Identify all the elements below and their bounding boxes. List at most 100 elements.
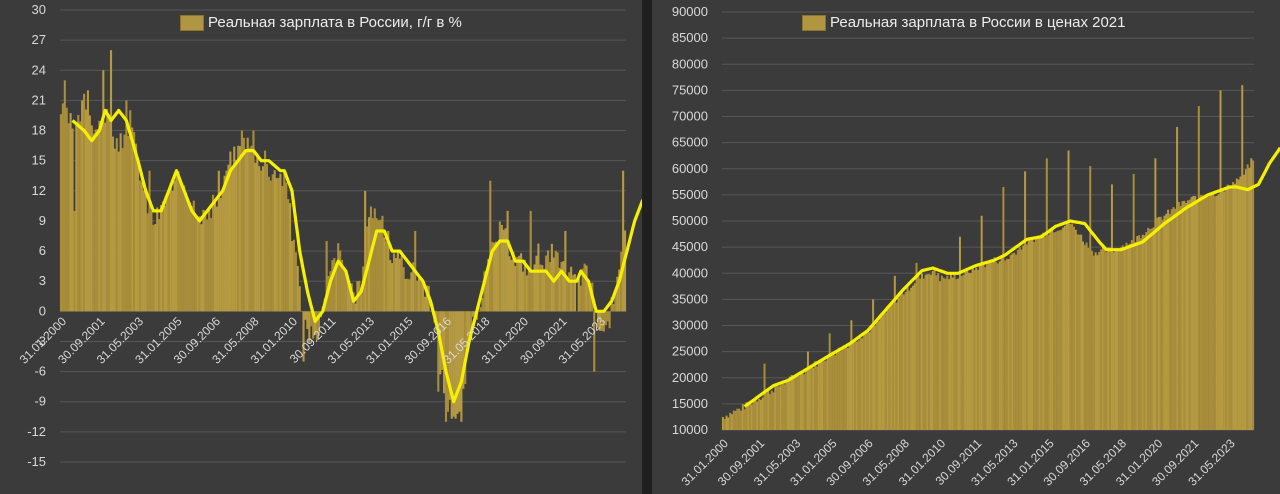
bar	[106, 108, 109, 312]
bar	[485, 270, 488, 312]
bar	[1210, 194, 1213, 430]
bar	[859, 338, 862, 430]
bar	[604, 311, 607, 326]
bar	[1121, 245, 1124, 430]
bar	[754, 399, 757, 430]
bar	[394, 257, 398, 312]
bar	[881, 316, 884, 430]
bar	[312, 311, 315, 339]
bar	[1217, 193, 1220, 430]
bar	[600, 311, 603, 331]
bar	[529, 210, 532, 312]
y-tick-label: 40000	[672, 265, 708, 280]
bar	[1085, 242, 1088, 430]
bar	[294, 252, 297, 312]
bar	[1025, 244, 1028, 430]
chart-panel-right: 10000 15000 20000 25000 30000 35000 40000 45000…	[652, 0, 1280, 494]
bar	[920, 273, 923, 430]
bar	[1197, 106, 1200, 431]
bar	[531, 270, 534, 312]
bar	[1022, 245, 1025, 430]
bar	[500, 224, 503, 312]
bar	[803, 374, 806, 430]
bar	[910, 287, 913, 430]
bar	[337, 243, 340, 312]
bar	[940, 275, 943, 430]
bar	[1170, 209, 1173, 430]
bar	[1130, 240, 1133, 430]
bar	[464, 311, 467, 385]
bar	[913, 283, 916, 430]
bar	[622, 170, 625, 312]
bar	[196, 218, 199, 312]
bar	[508, 256, 511, 312]
bar	[142, 190, 145, 312]
bar	[86, 90, 89, 312]
bar	[219, 197, 222, 312]
bar	[102, 70, 105, 312]
bar	[113, 148, 116, 312]
bar	[65, 107, 68, 312]
bar	[908, 290, 911, 430]
bar	[767, 390, 770, 430]
bar	[902, 294, 905, 430]
bar	[537, 243, 540, 312]
bar	[926, 274, 929, 430]
bar	[287, 199, 290, 312]
bar	[360, 291, 363, 312]
bar	[1096, 255, 1099, 430]
bar	[496, 242, 500, 312]
bar	[79, 121, 82, 312]
bar	[446, 311, 449, 412]
bar	[1089, 166, 1092, 430]
bar	[1101, 247, 1104, 430]
bar	[772, 392, 775, 430]
bar	[816, 366, 818, 430]
bar	[1063, 225, 1066, 430]
bar	[975, 267, 978, 430]
bar	[165, 195, 168, 312]
bar	[406, 278, 409, 312]
bar	[888, 306, 891, 430]
bar	[1237, 179, 1240, 430]
y-tick-label: -6	[34, 364, 46, 379]
bar	[832, 354, 835, 430]
bar	[577, 274, 580, 312]
bar	[460, 311, 463, 422]
bar	[416, 280, 419, 312]
bar	[160, 205, 163, 312]
bar	[1123, 248, 1126, 430]
bar	[583, 263, 586, 312]
y-tick-label: -9	[34, 394, 46, 409]
bar	[109, 50, 113, 312]
bar	[1241, 85, 1244, 431]
bar	[221, 190, 224, 312]
bar	[797, 375, 800, 430]
bar	[721, 417, 724, 430]
bar	[854, 341, 856, 430]
bar	[1250, 158, 1253, 431]
bar	[857, 340, 860, 430]
bar	[844, 345, 847, 430]
bar	[308, 311, 311, 343]
bar	[986, 264, 989, 430]
bar	[454, 311, 457, 419]
bar	[466, 311, 469, 350]
bar	[1243, 174, 1246, 430]
bar	[727, 417, 730, 430]
bar	[1203, 195, 1206, 430]
bar	[156, 207, 159, 312]
bar	[1138, 235, 1141, 430]
bar	[560, 261, 563, 312]
bar	[1067, 150, 1070, 430]
bar	[150, 210, 153, 312]
bar	[1045, 158, 1048, 431]
bar	[404, 278, 407, 312]
bar	[984, 267, 987, 430]
bar	[271, 174, 274, 312]
bar	[1234, 183, 1236, 430]
bar	[614, 291, 617, 312]
bar	[67, 123, 70, 312]
bar	[1224, 188, 1227, 430]
bar	[866, 330, 869, 430]
